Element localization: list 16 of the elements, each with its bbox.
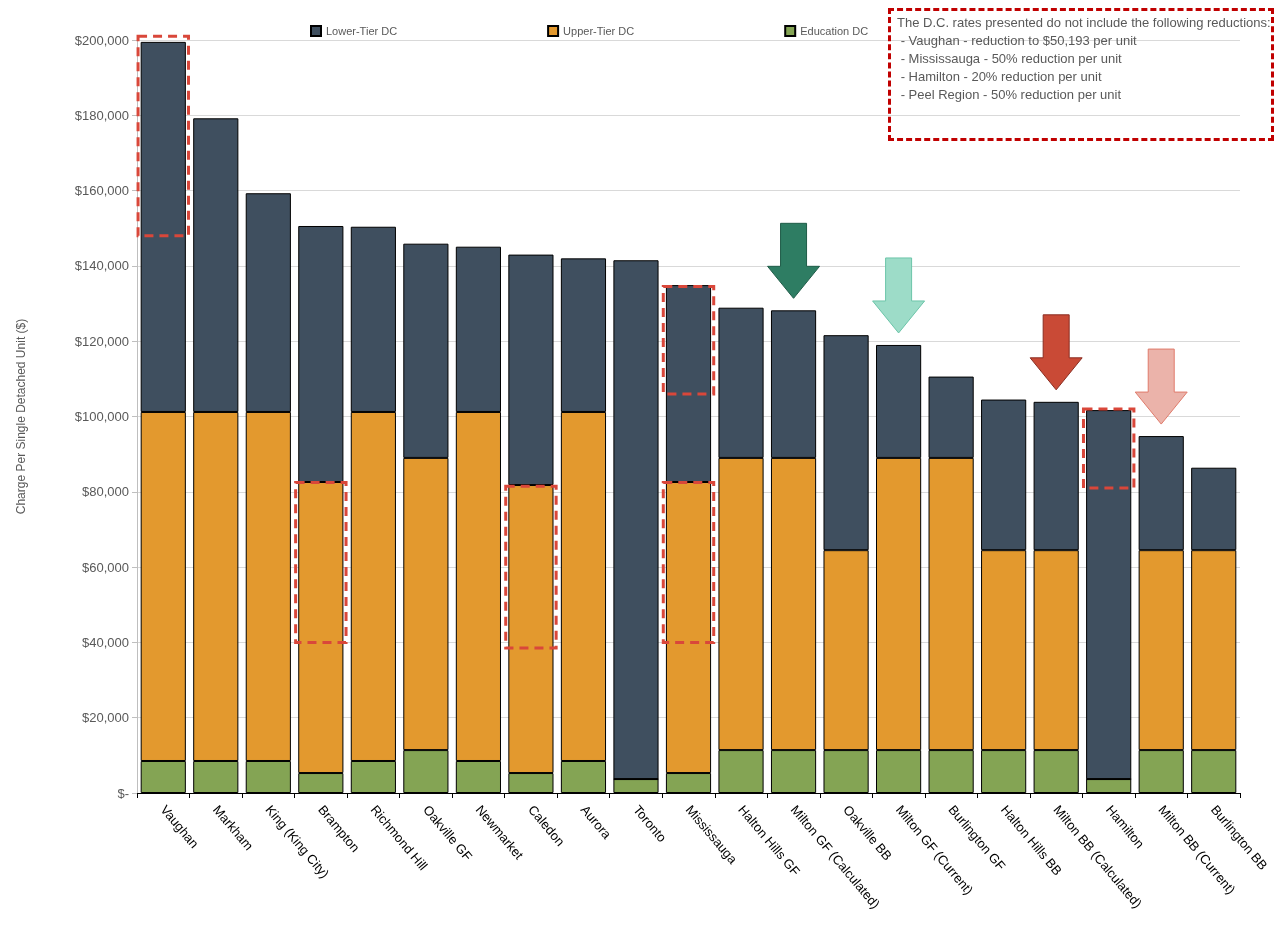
y-tick-label: $60,000 [82,559,129,575]
y-tick-label: $80,000 [82,484,129,500]
y-tick-label: $100,000 [74,409,129,424]
annotation: The D.C. rates presented do not include the following reductions: - Vaughan - reduction to $50,193 per unit - Mississauga - 50% reduction per unit - Hamilton - 20% reduction per unit - Peel Region - 50% reduction per unit [897,14,1272,104]
legend-label: Upper-Tier DC [563,25,635,37]
legend-label: Education DC [800,25,869,37]
y-tick-label: $160,000 [74,183,129,199]
y-tick-label: $- [117,785,129,801]
legend-label: Lower-Tier DC [326,25,398,37]
y-tick-label: $40,000 [82,634,129,650]
y-axis-title: Charge Per Single Detached Unit ($) [14,318,28,515]
y-tick-label: $140,000 [74,258,129,274]
y-tick-label: $120,000 [74,333,129,349]
y-tick-label: $200,000 [74,32,129,48]
y-tick-label: $20,000 [82,710,129,726]
y-tick-label: $180,000 [74,107,129,123]
